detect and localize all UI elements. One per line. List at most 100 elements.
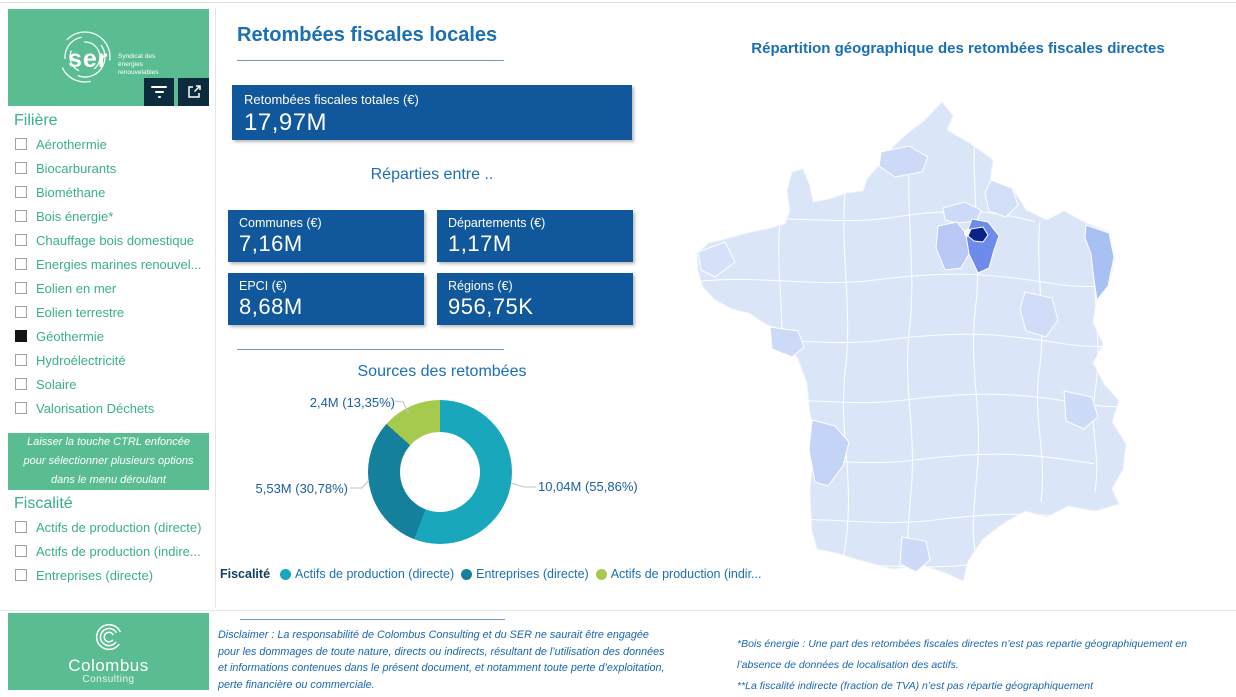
disclaimer-text: Disclaimer : La responsabilité de Colomb… xyxy=(218,629,665,691)
filiere-option-bois-energie[interactable]: Bois énergie* xyxy=(15,208,201,224)
checkbox-icon[interactable] xyxy=(15,378,27,390)
option-label: Biocarburants xyxy=(36,160,117,176)
filter-icon[interactable] xyxy=(144,78,174,106)
filiere-option-solaire[interactable]: Solaire xyxy=(15,376,201,392)
ser-tagline: Syndicat des énergies renouvelables xyxy=(118,53,159,76)
checkbox-icon[interactable] xyxy=(15,402,27,414)
kpi-card-regions: Régions (€) 956,75K xyxy=(437,273,633,325)
donut-chart[interactable] xyxy=(368,400,512,544)
checkbox-icon[interactable] xyxy=(15,210,27,222)
option-label: Valorisation Déchets xyxy=(36,400,155,416)
option-label: Energies marines renouvel... xyxy=(36,256,202,272)
filiere-option-valorisation-dechets[interactable]: Valorisation Déchets xyxy=(15,400,201,416)
legend-label: Entreprises (directe) xyxy=(476,567,589,581)
subtitle-reparties: Réparties entre .. xyxy=(370,166,494,183)
filter-bars-icon xyxy=(151,86,167,98)
column-divider xyxy=(215,8,216,608)
ser-wordmark: ser xyxy=(68,45,109,73)
donut-label-entreprises: 5,53M (30,78%) xyxy=(255,481,349,496)
top-divider xyxy=(0,2,1236,3)
legend-title: Fiscalité xyxy=(220,567,271,581)
filiere-heading: Filière xyxy=(14,112,58,129)
checkbox-icon[interactable] xyxy=(15,569,27,581)
option-label: Aérothermie xyxy=(36,136,107,152)
checkbox-icon[interactable] xyxy=(15,162,27,174)
kpi-value: 1,17M xyxy=(448,231,512,256)
donut-label-indirecte: 2,4M (13,35%) xyxy=(309,395,395,410)
fiscalite-heading: Fiscalité xyxy=(14,495,73,512)
donut-legend: Fiscalité Actifs de production (directe)… xyxy=(220,567,768,581)
checkbox-icon[interactable] xyxy=(15,521,27,533)
france-map[interactable] xyxy=(695,92,1215,622)
checkbox-icon[interactable] xyxy=(15,186,27,198)
legend-label: Actifs de production (directe) xyxy=(295,567,455,581)
filiere-option-eolien-terrestre[interactable]: Eolien terrestre xyxy=(15,304,201,320)
kpi-label: EPCI (€) xyxy=(239,279,287,293)
expand-arrows-icon xyxy=(187,85,201,98)
colombus-c-icon xyxy=(95,623,122,650)
kpi-card-departements: Départements (€) 1,17M xyxy=(437,210,633,262)
checkbox-icon[interactable] xyxy=(15,258,27,270)
legend-dot xyxy=(461,568,473,580)
kpi-value: 956,75K xyxy=(448,294,534,319)
fiscalite-option-entreprises-directe[interactable]: Entreprises (directe) xyxy=(15,567,201,583)
legend-label: Actifs de production (indir... xyxy=(610,567,762,581)
legend-item-actifs-indirecte[interactable]: Actifs de production (indir... xyxy=(595,567,762,581)
kpi-card-communes: Communes (€) 7,16M xyxy=(228,210,424,262)
option-label: Hydroélectricité xyxy=(36,352,126,368)
fiscalite-option-actifs-indirecte[interactable]: Actifs de production (indire... xyxy=(15,543,201,559)
kpi-value: 8,68M xyxy=(239,294,303,319)
page-title: Retombées fiscales locales xyxy=(237,24,498,46)
fiscalite-option-actifs-directe[interactable]: Actifs de production (directe) xyxy=(15,519,201,535)
filiere-option-eolien-en-mer[interactable]: Eolien en mer xyxy=(15,280,201,296)
ser-logo: ser Syndicat des énergies renouvelables xyxy=(52,27,202,89)
colombus-wordmark: Colombus xyxy=(68,655,149,675)
ser-logo-arcs-icon xyxy=(59,31,111,83)
checkbox-icon[interactable] xyxy=(15,330,27,342)
title-underline xyxy=(237,60,504,61)
option-label: Entreprises (directe) xyxy=(36,567,154,583)
option-label: Chauffage bois domestique xyxy=(36,232,195,248)
footnote-fiscalite-indirecte: **La fiscalité indirecte (fraction de TV… xyxy=(737,680,1094,692)
footnote-bois-energie: *Bois énergie : Une part des retombées f… xyxy=(737,638,1188,671)
filiere-option-energies-marines[interactable]: Energies marines renouvel... xyxy=(15,256,201,272)
option-label: Géothermie xyxy=(36,328,104,344)
option-label: Biométhane xyxy=(36,184,106,200)
filiere-option-aerothermie[interactable]: Aérothermie xyxy=(15,136,201,152)
checkbox-icon[interactable] xyxy=(15,545,27,557)
highlighted-departments[interactable] xyxy=(697,145,1115,573)
legend-dot xyxy=(595,568,607,580)
focus-mode-icon[interactable] xyxy=(178,78,209,106)
france-outline xyxy=(696,101,1127,582)
checkbox-icon[interactable] xyxy=(15,306,27,318)
option-label: Actifs de production (directe) xyxy=(36,519,202,535)
colombus-logo-panel: Colombus Consulting xyxy=(8,613,209,690)
legend-item-actifs-directe[interactable]: Actifs de production (directe) xyxy=(280,567,454,581)
filiere-slicer: Aérothermie Biocarburants Biométhane Boi… xyxy=(15,136,201,416)
map-title: Répartition géographique des retombées f… xyxy=(751,40,1165,57)
option-label: Bois énergie* xyxy=(36,208,114,224)
kpi-label: Régions (€) xyxy=(448,279,513,293)
checkbox-icon[interactable] xyxy=(15,138,27,150)
colombus-sub-label: Consulting xyxy=(82,673,135,685)
kpi-label: Retombées fiscales totales (€) xyxy=(244,92,419,107)
option-label: Eolien terrestre xyxy=(36,304,125,320)
filiere-option-biocarburants[interactable]: Biocarburants xyxy=(15,160,201,176)
checkbox-icon[interactable] xyxy=(15,354,27,366)
kpi-value: 7,16M xyxy=(239,231,303,256)
kpi-card-epci: EPCI (€) 8,68M xyxy=(228,273,424,325)
filiere-option-geothermie[interactable]: Géothermie xyxy=(15,328,201,344)
filiere-option-chauffage-bois[interactable]: Chauffage bois domestique xyxy=(15,232,201,248)
kpi-label: Communes (€) xyxy=(239,216,322,230)
legend-item-entreprises[interactable]: Entreprises (directe) xyxy=(461,567,589,581)
ctrl-hint-text: Laisser la touche CTRL enfoncée pour sél… xyxy=(23,436,194,486)
checkbox-icon[interactable] xyxy=(15,282,27,294)
kpi-label: Départements (€) xyxy=(448,216,546,230)
kpi-value: 17,97M xyxy=(244,109,328,136)
option-label: Solaire xyxy=(36,376,77,392)
filiere-option-hydroelectricite[interactable]: Hydroélectricité xyxy=(15,352,201,368)
option-label: Actifs de production (indire... xyxy=(36,543,201,559)
filiere-option-biomethane[interactable]: Biométhane xyxy=(15,184,201,200)
checkbox-icon[interactable] xyxy=(15,234,27,246)
